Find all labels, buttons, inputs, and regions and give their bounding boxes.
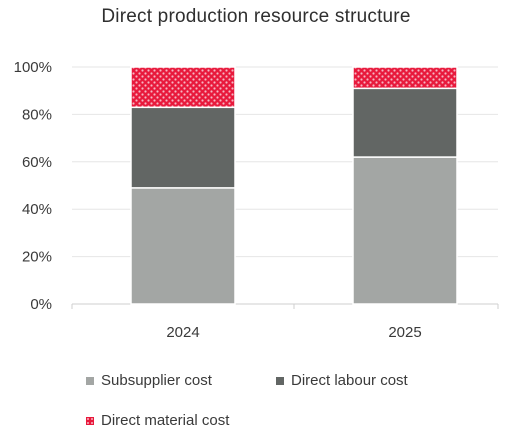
legend-item: Direct labour cost	[276, 372, 408, 389]
legend-swatch	[276, 376, 284, 385]
y-tick-label: 40%	[22, 201, 52, 218]
chart-title: Direct production resource structure	[101, 6, 411, 27]
legend-label: Direct material cost	[101, 412, 230, 429]
x-tick-label: 2025	[388, 324, 421, 341]
legend-item: Subsupplier cost	[86, 372, 212, 389]
legend-item: Direct material cost	[86, 412, 229, 429]
legend-label: Direct labour cost	[291, 372, 408, 389]
bar-segment-direct-labour-cost	[352, 87, 458, 158]
y-tick-label: 0%	[30, 296, 52, 313]
bar-segment-direct-material-cost	[130, 66, 236, 109]
bar-segment-subsupplier-cost	[352, 156, 458, 305]
x-tick-label: 2024	[166, 324, 199, 341]
bars	[130, 66, 458, 305]
bar-segment-subsupplier-cost	[130, 187, 236, 305]
y-tick-label: 20%	[22, 249, 52, 266]
legend-label: Subsupplier cost	[101, 372, 212, 389]
y-tick-label: 60%	[22, 154, 52, 171]
y-tick-label: 100%	[14, 59, 52, 76]
legend-swatch	[86, 416, 94, 425]
y-tick-label: 80%	[22, 106, 52, 123]
bar-segment-direct-material-cost	[352, 66, 458, 90]
legend-swatch	[86, 376, 94, 385]
tick-labels: 0% 20% 40% 60% 80% 100% 2024 2025	[14, 59, 422, 341]
bar-segment-direct-labour-cost	[130, 106, 236, 189]
